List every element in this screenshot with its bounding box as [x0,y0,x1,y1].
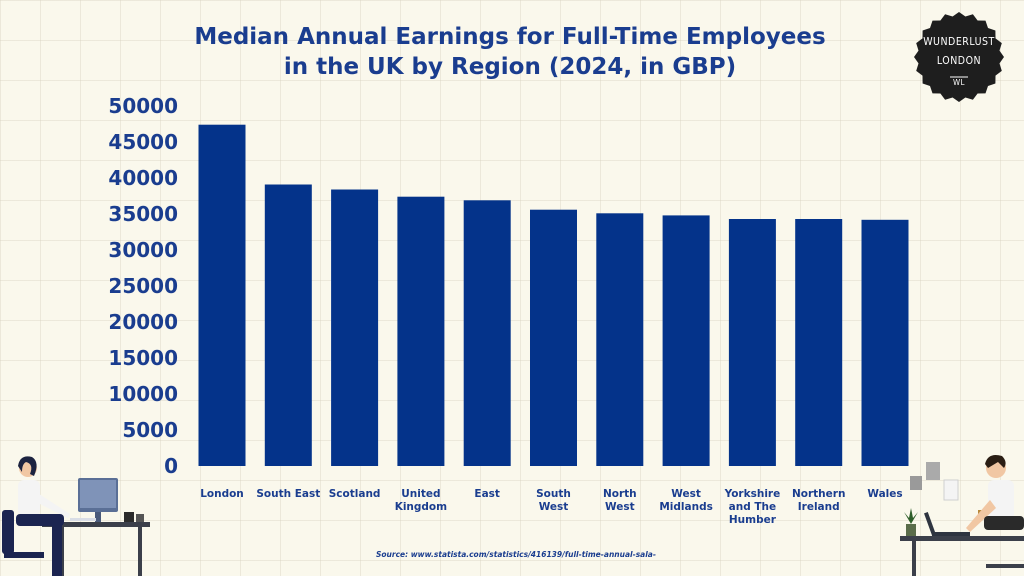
y-tick-label: 0 [164,454,178,478]
y-tick-label: 40000 [108,166,178,190]
bar [728,219,776,466]
y-tick-label: 50000 [108,94,178,118]
chart-title: Median Annual Earnings for Full-Time Emp… [150,22,870,82]
y-tick-label: 35000 [108,202,178,226]
bar [463,200,511,467]
x-tick-label: Yorkshire and The Humber [724,488,781,526]
woman-at-desk-illustration [2,456,150,576]
chart-title-line-2: in the UK by Region (2024, in GBP) [283,54,737,80]
bar [198,124,246,466]
y-tick-label: 10000 [108,382,178,406]
x-tick-label: South West [536,488,571,513]
bar [530,209,577,466]
chart-title-line-1: Median Annual Earnings for Full-Time Emp… [194,24,826,50]
x-tick-label: Wales [867,488,902,500]
bar [331,189,379,466]
x-tick-label: Northern Ireland [792,488,845,513]
x-tick-label: East [474,488,500,500]
y-tick-label: 5000 [122,418,178,442]
bar [596,213,644,466]
bar [264,184,312,466]
source-note: Source: www.statista.com/statistics/4161… [376,550,656,559]
man-with-laptop-illustration [900,455,1024,576]
x-tick-label: Scotland [329,488,381,500]
y-tick-label: 15000 [108,346,178,370]
bar [861,219,909,466]
logo-text-line-1: WUNDERLUST [923,36,995,48]
bar [397,196,445,466]
y-tick-label: 30000 [108,238,178,262]
x-tick-label: United Kingdom [395,488,447,513]
bar [662,215,710,466]
x-tick-label: South East [256,488,320,500]
logo-text-line-2: LONDON [936,55,982,67]
x-tick-label: London [200,488,244,500]
wunderlust-london-logo: WUNDERLUST LONDON WL [914,12,1004,102]
y-tick-label: 45000 [108,130,178,154]
y-tick-label: 20000 [108,310,178,334]
x-tick-label: North West [603,488,637,513]
y-tick-label: 25000 [108,274,178,298]
logo-mark: WL [952,78,966,87]
x-tick-label: West Midlands [659,488,713,513]
bar [795,219,843,466]
logo-badge-icon [914,12,1004,102]
